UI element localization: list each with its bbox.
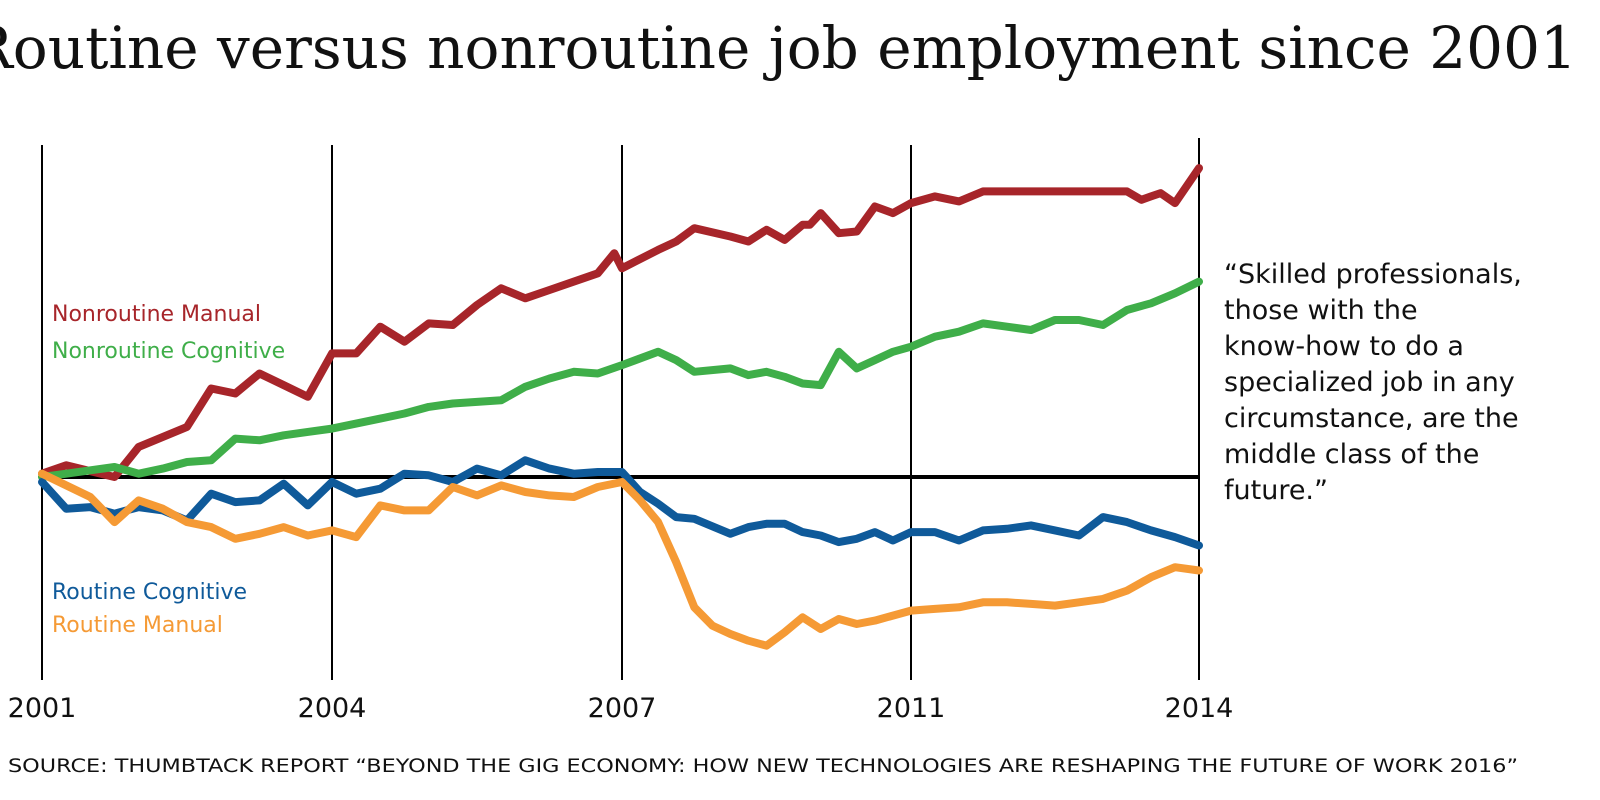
x-tick-label-2007: 2007 bbox=[588, 693, 657, 724]
series-line-routine-manual bbox=[38, 469, 1203, 650]
series-line-nonroutine-manual bbox=[38, 164, 1203, 481]
x-tick-label-2014: 2014 bbox=[1165, 693, 1234, 724]
source-note: SOURCE: THUMBTACK REPORT “BEYOND THE GIG… bbox=[8, 755, 1518, 777]
quote: “Skilled professionals, those with the k… bbox=[1224, 259, 1522, 506]
series-line-nonroutine-cognitive bbox=[38, 277, 1203, 481]
chart-title: Routine versus nonroutine job employment… bbox=[0, 14, 1577, 82]
x-tick-label-2011: 2011 bbox=[877, 693, 946, 724]
quote-line: know-how to do a bbox=[1224, 331, 1464, 362]
series-line-routine-cognitive bbox=[38, 456, 1203, 550]
x-gridlines bbox=[41, 138, 1200, 680]
legend-routine-manual: Routine Manual bbox=[52, 613, 223, 638]
x-tick-label-2001: 2001 bbox=[8, 693, 77, 724]
series-lines bbox=[38, 164, 1203, 650]
quote-line: circumstance, are the bbox=[1224, 403, 1519, 434]
quote-line: middle class of the bbox=[1224, 439, 1479, 470]
quote-line: those with the bbox=[1224, 295, 1418, 326]
legend-routine-cognitive: Routine Cognitive bbox=[52, 580, 247, 605]
quote-line: specialized job in any bbox=[1224, 367, 1515, 398]
x-tick-label-2004: 2004 bbox=[298, 693, 367, 724]
legend-nonroutine-cognitive: Nonroutine Cognitive bbox=[52, 339, 285, 364]
legend-nonroutine-manual: Nonroutine Manual bbox=[52, 302, 261, 327]
quote-line: future.” bbox=[1224, 475, 1328, 506]
legend: Nonroutine Manual Nonroutine Cognitive R… bbox=[52, 302, 285, 638]
quote-line: “Skilled professionals, bbox=[1224, 259, 1522, 290]
x-tick-labels: 2001 2004 2007 2011 2014 bbox=[8, 693, 1234, 724]
